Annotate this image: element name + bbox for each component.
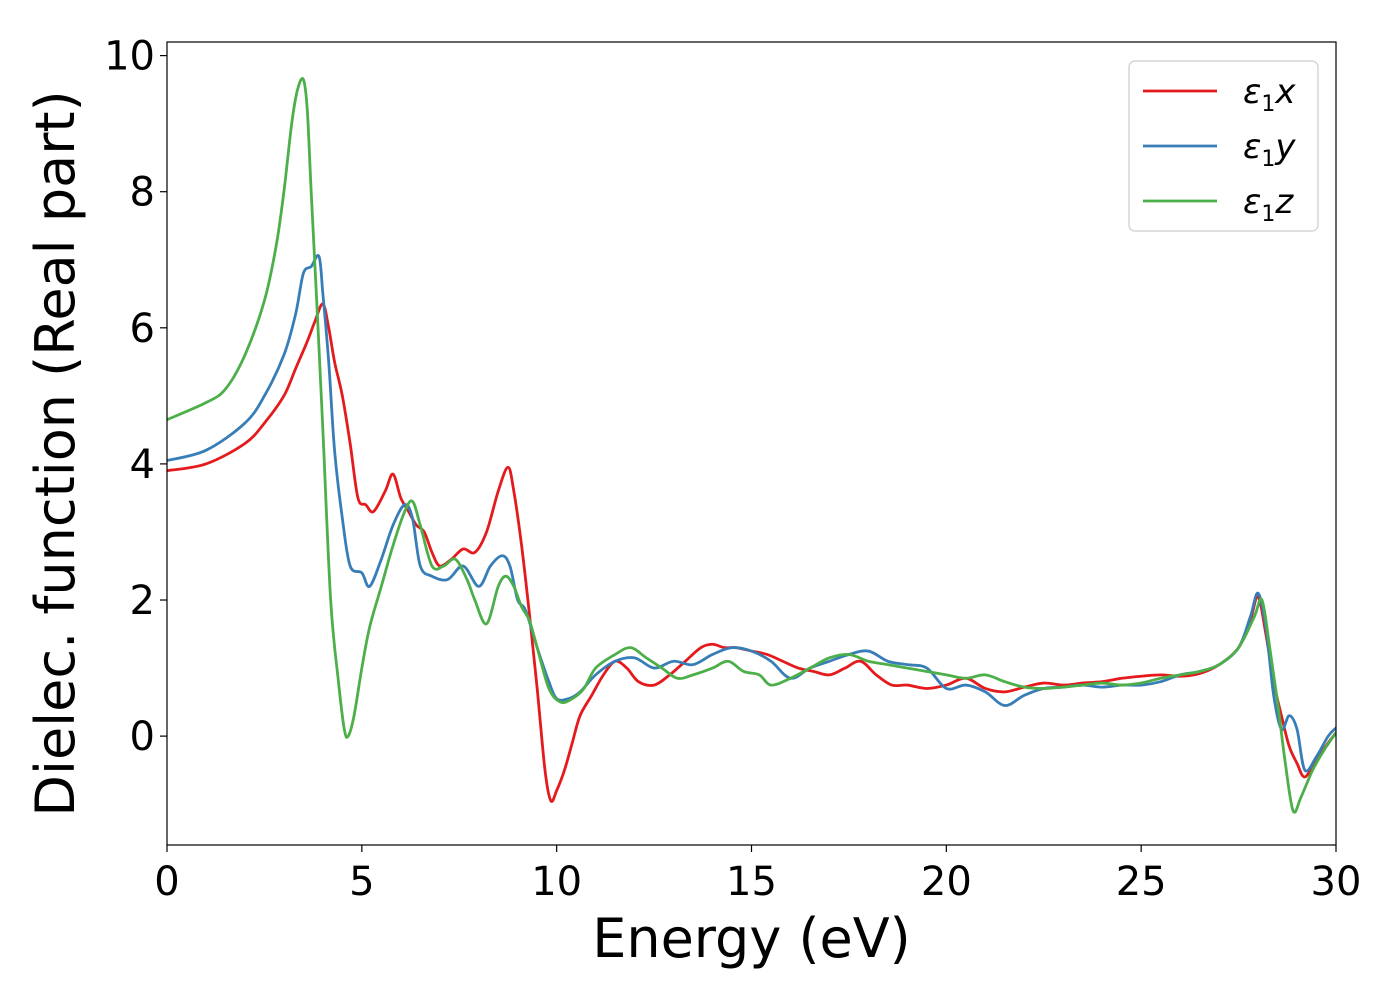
y-axis-title: Dielec. function (Real part) [24,90,87,816]
legend-subscript: 1 [1261,202,1275,227]
y-tick-label: 2 [130,578,155,624]
x-tick-label: 25 [1116,859,1167,905]
legend-box [1128,60,1319,232]
legend-label-y: ε1y [1243,127,1296,172]
x-tick-label: 5 [349,859,374,905]
legend-subscript: 1 [1261,147,1275,172]
series-line-z [167,77,1336,814]
legend-variable: z [1274,182,1294,222]
x-tick-label: 0 [154,859,179,905]
x-axis: 0 5 10 15 20 25 30 [154,845,1361,905]
x-tick-label: 30 [1311,859,1362,905]
x-tick-label: 15 [726,859,777,905]
legend-variable: y [1274,127,1296,167]
series-line-x [167,302,1336,803]
legend-symbol: ε [1243,127,1261,167]
legend-symbol: ε [1243,72,1261,112]
legend-label-x: ε1x [1243,72,1296,117]
y-tick-label: 10 [104,34,155,80]
legend-variable: x [1274,72,1296,112]
legend-label-z: ε1z [1243,182,1294,227]
y-tick-label: 6 [130,306,155,352]
x-axis-title: Energy (eV) [592,907,911,970]
y-tick-label: 8 [130,170,155,216]
legend-subscript: 1 [1261,92,1275,117]
y-tick-label: 4 [130,442,155,488]
x-tick-label: 20 [921,859,972,905]
legend-symbol: ε [1243,182,1261,222]
y-axis: 0 2 4 6 8 10 [104,34,167,760]
x-tick-label: 10 [531,859,582,905]
y-tick-label: 0 [130,714,155,760]
series-layer [167,77,1336,814]
